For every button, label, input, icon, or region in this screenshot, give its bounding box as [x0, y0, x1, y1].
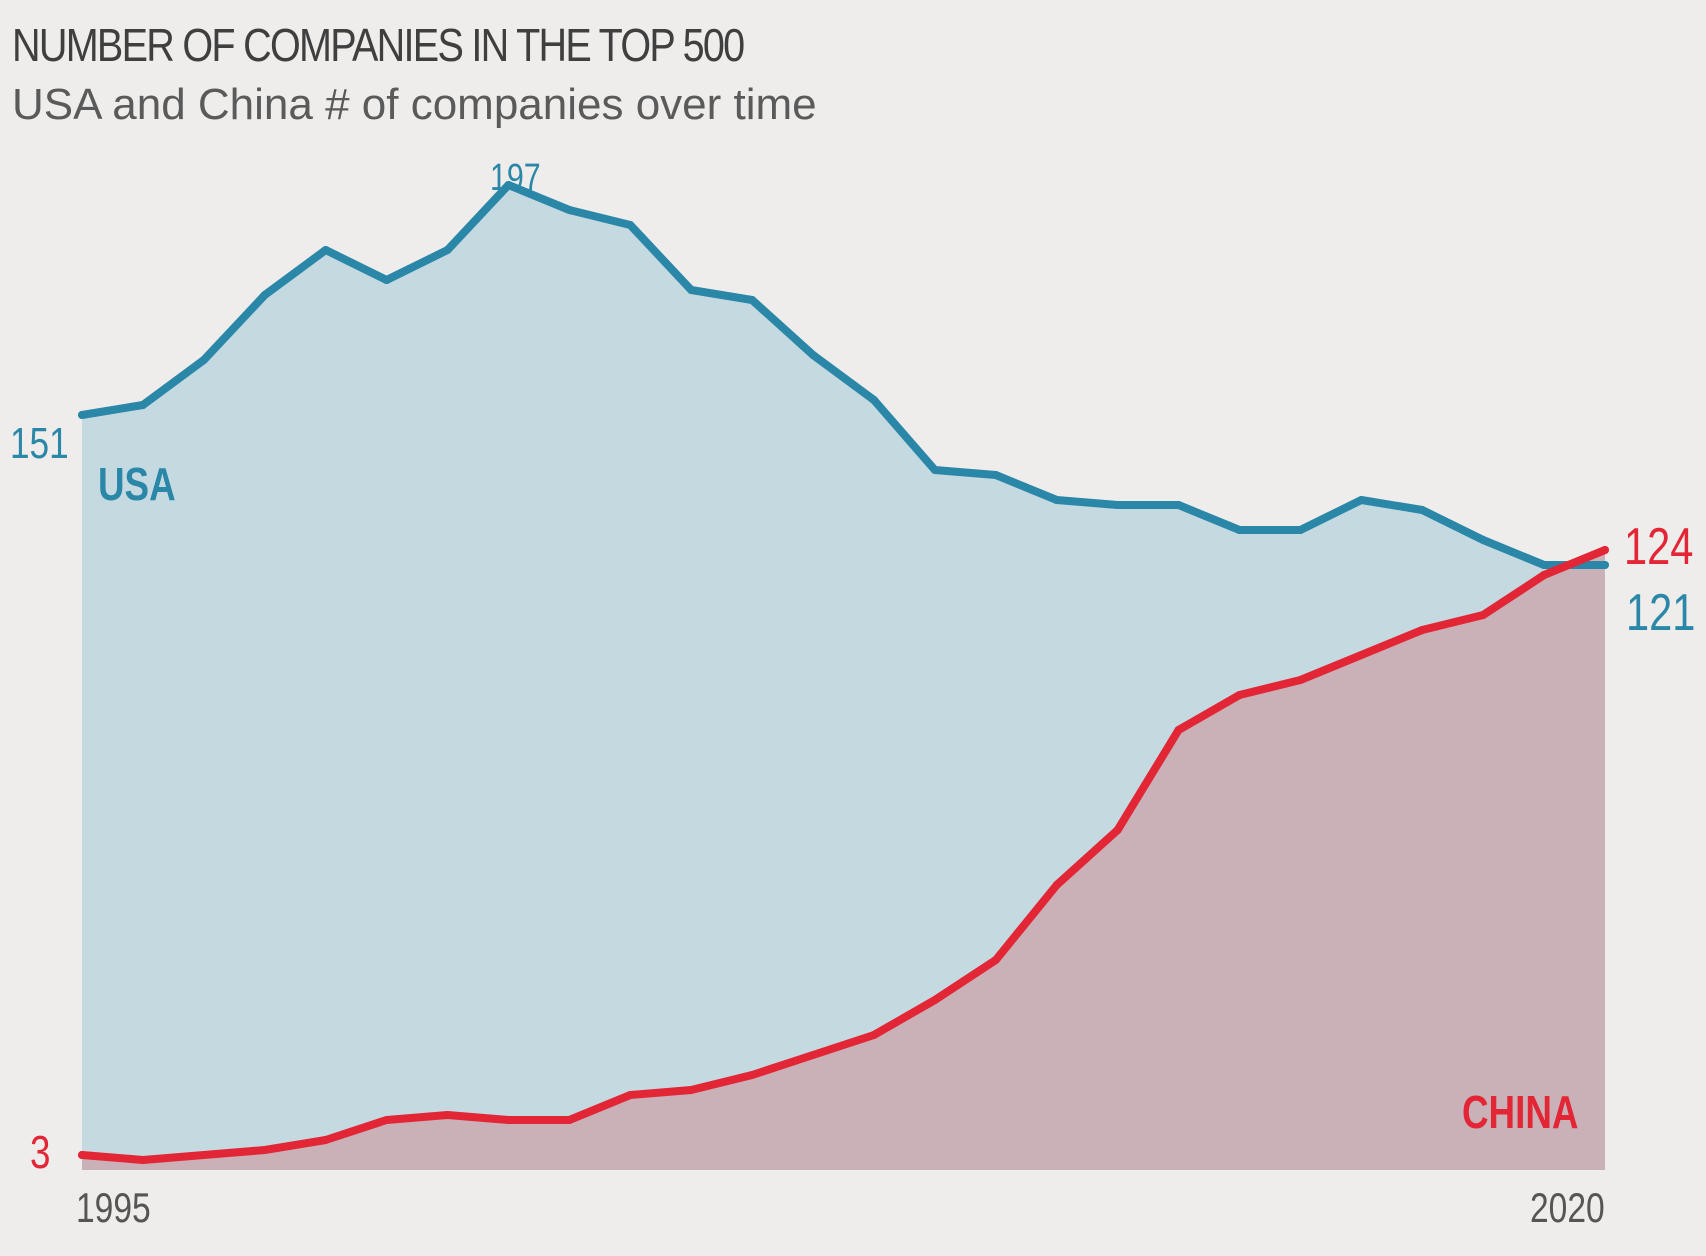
china-point-1997	[199, 1151, 208, 1159]
china-point-2013	[1174, 726, 1183, 734]
usa-point-2008	[869, 396, 878, 404]
usa-point-1999	[321, 246, 330, 254]
china-point-2004	[626, 1091, 635, 1099]
usa-point-1996	[138, 401, 147, 409]
china-point-2012	[1113, 826, 1122, 834]
usa-point-2014	[1235, 526, 1244, 534]
usa-series-label: USA	[98, 458, 176, 510]
usa-points	[78, 181, 1609, 569]
china-point-2011	[1052, 881, 1061, 889]
china-point-1999	[321, 1136, 330, 1144]
china-point-2018	[1479, 611, 1488, 619]
china-point-2000	[382, 1116, 391, 1124]
china-end-label: 124	[1624, 517, 1693, 576]
china-points	[78, 546, 1609, 1164]
usa-point-2012	[1113, 501, 1122, 509]
usa-series-line	[78, 181, 1609, 569]
china-point-2001	[443, 1111, 452, 1119]
usa-point-2002	[504, 181, 513, 189]
usa-point-2020	[1601, 561, 1609, 569]
usa-point-1995	[78, 411, 86, 419]
usa-point-2018	[1479, 536, 1488, 544]
chart-title: NUMBER OF COMPANIES IN THE TOP 500	[12, 19, 745, 71]
usa-point-2005	[687, 286, 696, 294]
usa-point-2016	[1357, 496, 1366, 504]
china-point-1996	[138, 1156, 147, 1164]
usa-point-2004	[626, 221, 635, 229]
usa-point-2000	[382, 276, 391, 284]
usa-point-2003	[565, 206, 574, 214]
usa-end-label: 121	[1626, 583, 1695, 642]
china-point-2009	[930, 996, 939, 1004]
china-point-2017	[1418, 626, 1427, 634]
usa-point-2010	[991, 471, 1000, 479]
usa-start-label: 151	[10, 419, 69, 468]
china-point-1998	[260, 1146, 269, 1154]
x-tick-label-start: 1995	[76, 1186, 151, 1232]
china-point-2006	[748, 1071, 757, 1079]
china-series-line	[78, 546, 1609, 1164]
china-start-label: 3	[30, 1126, 50, 1178]
china-point-2016	[1357, 651, 1366, 659]
usa-point-2007	[809, 351, 818, 359]
china-series-label: CHINA	[1462, 1086, 1578, 1138]
china-point-2002	[504, 1116, 513, 1124]
chart-subtitle: USA and China # of companies over time	[12, 80, 817, 129]
usa-point-2001	[443, 246, 452, 254]
usa-peak-label: 197	[490, 157, 541, 199]
usa-point-2017	[1418, 506, 1427, 514]
china-point-2015	[1296, 676, 1305, 684]
china-point-2020	[1601, 546, 1609, 554]
china-point-2014	[1235, 691, 1244, 699]
usa-point-2013	[1174, 501, 1183, 509]
china-point-2007	[809, 1051, 818, 1059]
usa-point-2019	[1540, 561, 1549, 569]
x-tick-label-end: 2020	[1530, 1186, 1605, 1232]
usa-point-1997	[199, 356, 208, 364]
usa-point-1998	[260, 291, 269, 299]
china-point-1995	[78, 1151, 86, 1159]
china-point-2019	[1540, 571, 1549, 579]
usa-point-2015	[1296, 526, 1305, 534]
china-point-2010	[991, 956, 1000, 964]
china-point-2008	[869, 1031, 878, 1039]
china-point-2005	[687, 1086, 696, 1094]
usa-point-2006	[748, 296, 757, 304]
china-point-2003	[565, 1116, 574, 1124]
usa-point-2009	[930, 466, 939, 474]
usa-point-2011	[1052, 496, 1061, 504]
